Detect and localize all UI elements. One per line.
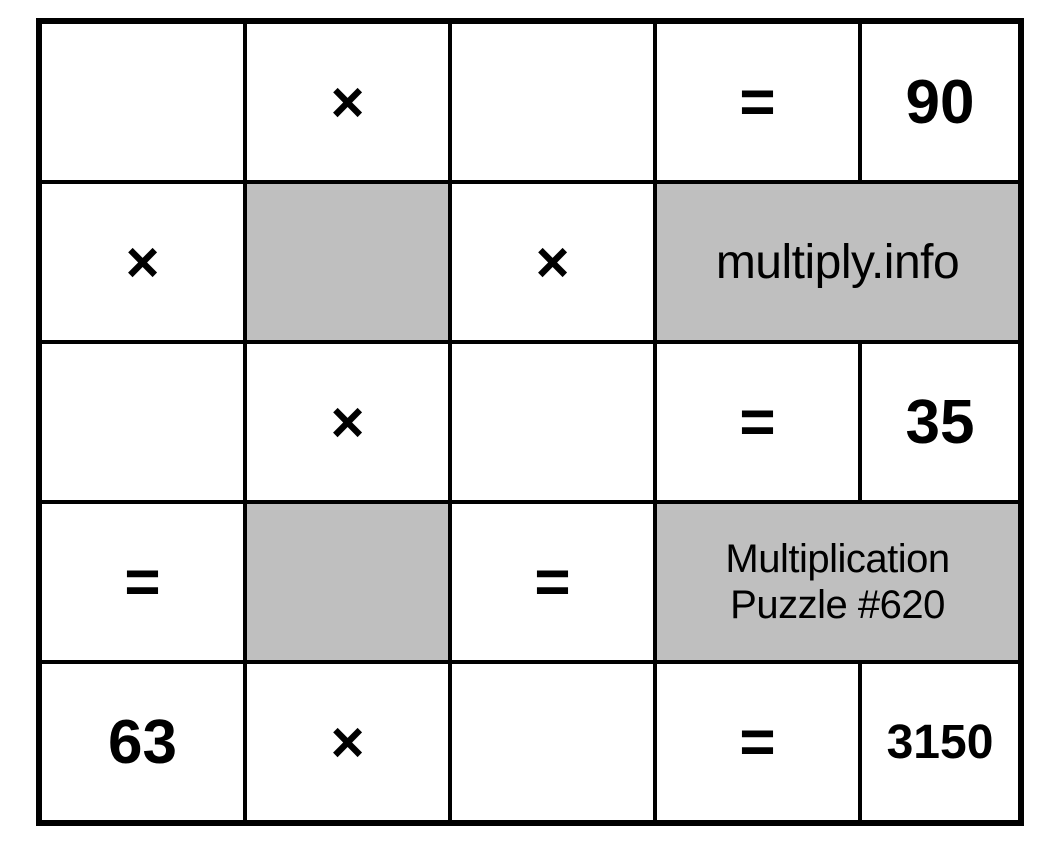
equals-icon: = bbox=[739, 707, 775, 778]
multiply-icon: × bbox=[331, 709, 365, 776]
cell-r4c45-title-label: Multiplication Puzzle #620 bbox=[655, 502, 1020, 662]
cell-r2c1-multiply: × bbox=[40, 182, 245, 342]
cell-r3c2-multiply: × bbox=[245, 342, 450, 502]
multiply-icon: × bbox=[331, 69, 365, 136]
multiply-icon: × bbox=[331, 389, 365, 456]
cell-r4c1-equals: = bbox=[40, 502, 245, 662]
cell-r5c5-value: 3150 bbox=[860, 662, 1020, 822]
cell-r5c2-multiply: × bbox=[245, 662, 450, 822]
multiplication-puzzle-grid: × = 90 × × multiply.info × = 35 = = Mult… bbox=[36, 18, 1024, 826]
cell-r5c4-equals: = bbox=[655, 662, 860, 822]
cell-r4c2-shaded bbox=[245, 502, 450, 662]
cell-r4c3-equals: = bbox=[450, 502, 655, 662]
cell-r3c3-blank[interactable] bbox=[450, 342, 655, 502]
cell-r1c5-value: 90 bbox=[860, 22, 1020, 182]
cell-r2c45-site-label: multiply.info bbox=[655, 182, 1020, 342]
cell-r3c5-value: 35 bbox=[860, 342, 1020, 502]
multiply-icon: × bbox=[536, 229, 570, 296]
equals-icon: = bbox=[739, 387, 775, 458]
cell-r1c1-blank[interactable] bbox=[40, 22, 245, 182]
equals-icon: = bbox=[739, 67, 775, 138]
cell-r3c1-blank[interactable] bbox=[40, 342, 245, 502]
cell-r2c2-shaded bbox=[245, 182, 450, 342]
cell-r5c3-blank[interactable] bbox=[450, 662, 655, 822]
cell-r1c4-equals: = bbox=[655, 22, 860, 182]
cell-r1c3-blank[interactable] bbox=[450, 22, 655, 182]
cell-r2c3-multiply: × bbox=[450, 182, 655, 342]
cell-r3c4-equals: = bbox=[655, 342, 860, 502]
equals-icon: = bbox=[124, 547, 160, 618]
row3-result: 35 bbox=[906, 387, 975, 458]
row1-result: 90 bbox=[906, 67, 975, 138]
equals-icon: = bbox=[534, 547, 570, 618]
multiply-icon: × bbox=[126, 229, 160, 296]
puzzle-title: Multiplication Puzzle #620 bbox=[725, 536, 949, 628]
cell-r5c1-value: 63 bbox=[40, 662, 245, 822]
row5-result: 3150 bbox=[887, 715, 994, 770]
cell-r1c2-multiply: × bbox=[245, 22, 450, 182]
site-label: multiply.info bbox=[716, 235, 959, 290]
row5-a: 63 bbox=[108, 707, 177, 778]
